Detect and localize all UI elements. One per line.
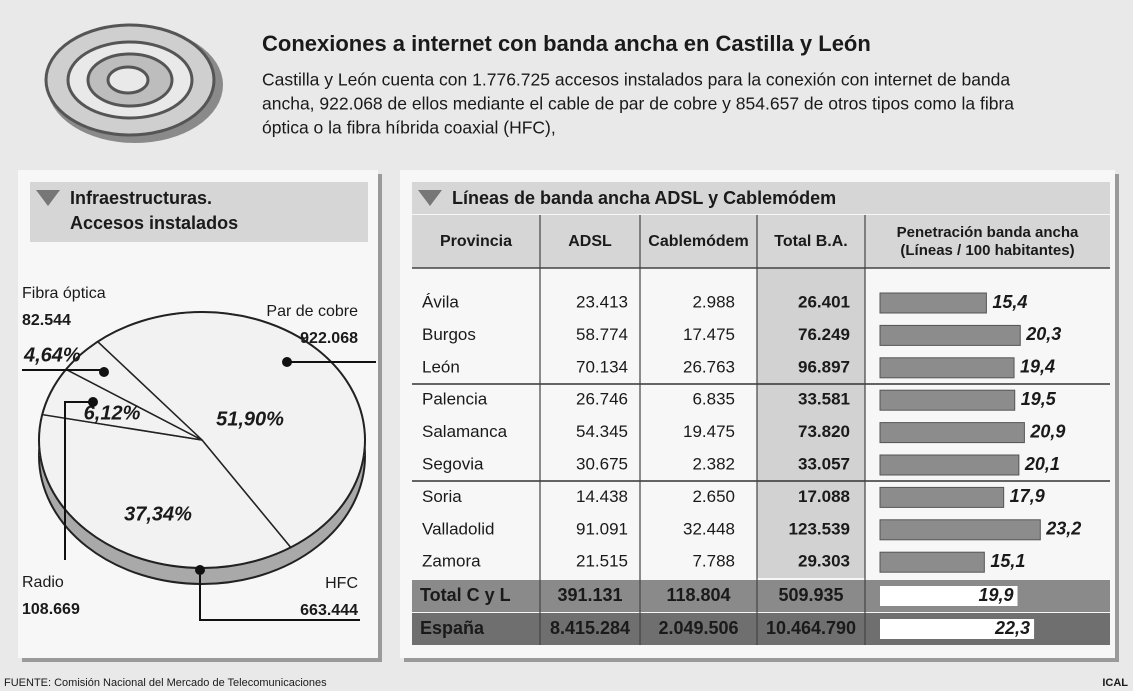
table-cell: 54.345 (576, 422, 628, 441)
column-header: Penetración banda ancha (897, 224, 1079, 241)
table-cell: 26.401 (798, 292, 850, 311)
table-cell: 70.134 (576, 357, 628, 376)
table-cell: 30.675 (576, 454, 628, 473)
penetration-bar (880, 390, 1015, 410)
penetration-label: 19,4 (1020, 357, 1055, 377)
table-cell: 58.774 (576, 325, 628, 344)
table-cell: 26.746 (576, 390, 628, 409)
leader-dot (88, 397, 98, 407)
penetration-label: 20,3 (1025, 324, 1061, 344)
row-label: Valladolid (422, 519, 494, 538)
penetration-label: 22,3 (994, 618, 1030, 638)
table-cell: 21.515 (576, 552, 628, 571)
row-label: Ávila (422, 292, 459, 311)
leader-dot (282, 357, 292, 367)
column-header: (Líneas / 100 habitantes) (900, 242, 1074, 259)
row-label: Zamora (422, 552, 481, 571)
column-header: ADSL (568, 233, 612, 250)
penetration-label: 15,1 (990, 551, 1025, 571)
penetration-label: 15,4 (992, 292, 1027, 312)
table-cell: 10.464.790 (766, 618, 856, 638)
penetration-label: 19,5 (1021, 389, 1057, 409)
penetration-bar (880, 520, 1040, 540)
table-cell: 2.049.506 (658, 618, 738, 638)
leader-dot (195, 565, 205, 575)
row-label: España (420, 618, 485, 638)
table-cell: 6.835 (692, 390, 735, 409)
penetration-label: 23,2 (1045, 519, 1081, 539)
category-label: HFC (325, 575, 358, 592)
table-cell: 19.475 (683, 422, 735, 441)
table-cell: 33.581 (798, 390, 850, 409)
category-label: Fibra óptica (22, 285, 106, 302)
percent-label: 37,34% (124, 503, 192, 525)
category-label: Par de cobre (266, 303, 358, 320)
table-cell: 73.820 (798, 422, 850, 441)
table-cell: 17.088 (798, 487, 850, 506)
intro-text: ancha, 922.068 de ellos mediante el cabl… (262, 94, 1014, 114)
table-title: Líneas de banda ancha ADSL y Cablemódem (452, 188, 836, 208)
table-cell: 7.788 (692, 552, 735, 571)
count-label: 663.444 (300, 602, 358, 619)
row-label: León (422, 357, 460, 376)
table-cell: 26.763 (683, 357, 735, 376)
row-label: Palencia (422, 390, 488, 409)
table-cell: 2.650 (692, 487, 735, 506)
table-cell: 391.131 (557, 585, 622, 605)
leader-dot (99, 367, 109, 377)
penetration-label: 19,9 (978, 585, 1013, 605)
percent-label: 51,90% (216, 408, 284, 430)
penetration-label: 20,1 (1024, 454, 1060, 474)
table-cell: 96.897 (798, 357, 850, 376)
count-label: 922.068 (300, 330, 358, 347)
penetration-bar (880, 552, 984, 572)
column-header: Provincia (440, 233, 512, 250)
infographic: Conexiones a internet con banda ancha en… (0, 0, 1133, 691)
penetration-bar (880, 423, 1024, 443)
penetration-bar (880, 487, 1004, 507)
category-label: Radio (22, 574, 64, 591)
row-label: Salamanca (422, 422, 508, 441)
table-cell: 17.475 (683, 325, 735, 344)
table-cell: 33.057 (798, 454, 850, 473)
table-cell: 118.804 (666, 585, 730, 605)
penetration-label: 17,9 (1010, 486, 1045, 506)
count-label: 108.669 (22, 601, 80, 618)
penetration-bar (880, 293, 986, 313)
table-cell: 2.382 (692, 454, 735, 473)
penetration-bar (880, 325, 1020, 345)
table-cell: 123.539 (789, 519, 850, 538)
intro-text: Castilla y León cuenta con 1.776.725 acc… (262, 70, 1010, 90)
table-cell: 29.303 (798, 552, 850, 571)
percent-label: 4,64% (23, 344, 81, 366)
penetration-bar (880, 455, 1019, 475)
table-cell: 2.988 (692, 292, 735, 311)
count-label: 82.544 (22, 312, 71, 329)
intro-text: óptica o la fibra híbrida coaxial (HFC), (262, 118, 556, 138)
row-label: Total C y L (420, 585, 511, 605)
table-cell: 8.415.284 (550, 618, 630, 638)
table-cell: 509.935 (778, 585, 843, 605)
table-cell: 14.438 (576, 487, 628, 506)
table-cell: 76.249 (798, 325, 850, 344)
row-label: Segovia (422, 454, 484, 473)
row-label: Soria (422, 487, 462, 506)
table-cell: 91.091 (576, 519, 628, 538)
source: FUENTE: Comisión Nacional del Mercado de… (4, 677, 327, 689)
table-cell: 23.413 (576, 292, 628, 311)
page-title: Conexiones a internet con banda ancha en… (262, 31, 871, 56)
penetration-bar (880, 358, 1014, 378)
pie-title: Infraestructuras. (70, 188, 212, 208)
penetration-label: 20,9 (1029, 421, 1065, 441)
column-header: Cablemódem (648, 233, 748, 250)
pie-title: Accesos instalados (70, 213, 238, 233)
table-cell: 32.448 (683, 519, 735, 538)
row-label: Burgos (422, 325, 476, 344)
column-header: Total B.A. (774, 233, 847, 250)
credit: ICAL (1102, 677, 1128, 689)
